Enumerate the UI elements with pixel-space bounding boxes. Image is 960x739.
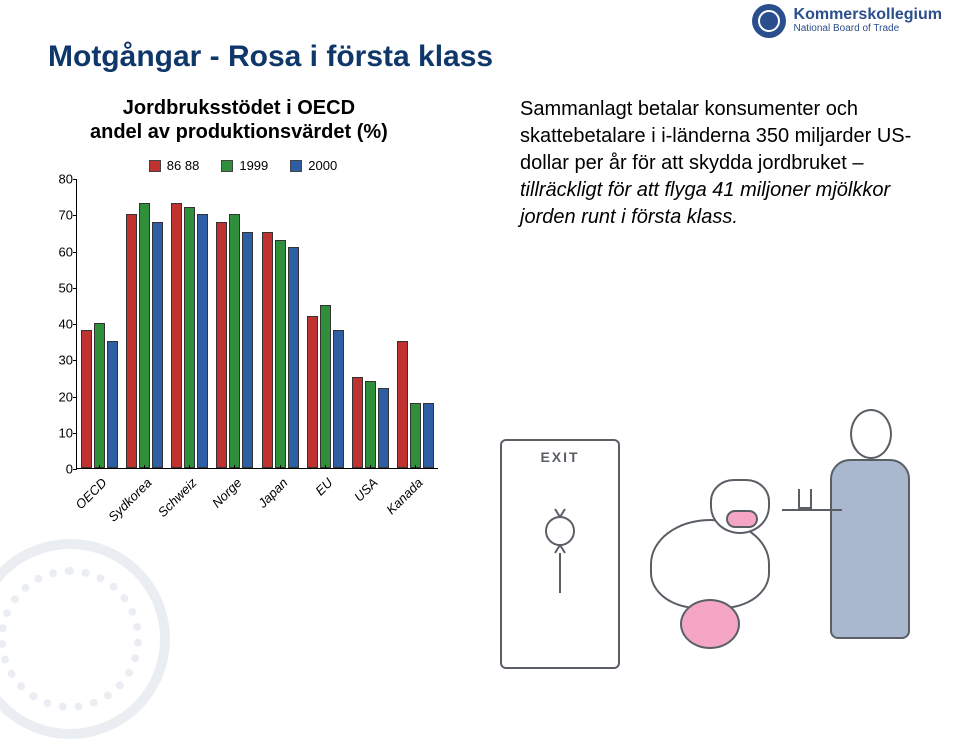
legend-swatch-icon (149, 160, 161, 172)
legend-item: 86 88 (149, 158, 200, 173)
chart-legend: 86 88 1999 2000 (48, 158, 438, 173)
logo-name: Kommerskollegium (794, 7, 942, 24)
bar (262, 232, 273, 468)
bar-group (393, 179, 438, 468)
bar (184, 207, 195, 468)
bar (423, 403, 434, 468)
bar-group (212, 179, 257, 468)
bar (242, 232, 253, 468)
x-tick-label: EU (312, 475, 335, 498)
legend-label: 2000 (308, 158, 337, 173)
y-tick-label: 50 (49, 280, 73, 295)
bar (275, 240, 286, 468)
x-tick: Japan (257, 469, 302, 529)
bar-group (167, 179, 212, 468)
bar (397, 341, 408, 468)
legend-label: 86 88 (167, 158, 200, 173)
x-tick: EU (302, 469, 347, 529)
bar (410, 403, 421, 468)
bar (288, 247, 299, 468)
bar (320, 305, 331, 468)
cow-icon (640, 479, 790, 659)
bar (333, 330, 344, 468)
bar-group (348, 179, 393, 468)
watermark (0, 539, 170, 739)
y-tick-label: 20 (49, 389, 73, 404)
chart-title: Jordbruksstödet i OECD andel av produkti… (90, 96, 388, 144)
x-tick: USA (348, 469, 393, 529)
body-italic: tillräckligt för att flyga 41 miljoner m… (520, 179, 890, 228)
chart-title-line2: andel av produktionsvärdet (%) (90, 120, 388, 144)
decorative-illustration: EXIT (500, 379, 920, 669)
bar (171, 203, 182, 468)
legend-swatch-icon (221, 160, 233, 172)
y-tick-label: 80 (49, 172, 73, 187)
body-plain: Sammanlagt betalar konsumenter och skatt… (520, 98, 911, 174)
x-tick: Norge (212, 469, 257, 529)
logo-mark-icon (752, 4, 786, 38)
chart-x-labels: OECDSydkoreaSchweizNorgeJapanEUUSAKanada (76, 469, 438, 529)
bar-group (258, 179, 303, 468)
bar (152, 222, 163, 469)
y-tick-label: 0 (49, 462, 73, 477)
org-logo: Kommerskollegium National Board of Trade (752, 4, 942, 38)
bar (81, 330, 92, 468)
flight-attendant-icon (810, 399, 920, 669)
chart-plot-area: 01020304050607080 (76, 179, 438, 469)
door-handle-icon (535, 501, 585, 601)
chart-title-line1: Jordbruksstödet i OECD (123, 97, 355, 119)
bar (139, 203, 150, 468)
y-tick-label: 10 (49, 425, 73, 440)
legend-item: 1999 (221, 158, 268, 173)
bar-group (122, 179, 167, 468)
bar (365, 381, 376, 468)
legend-swatch-icon (290, 160, 302, 172)
legend-item: 2000 (290, 158, 337, 173)
bar (107, 341, 118, 468)
bar (378, 388, 389, 468)
x-tick: Kanada (393, 469, 438, 529)
x-tick-label: USA (351, 475, 381, 505)
airplane-door-icon: EXIT (500, 439, 620, 669)
x-tick-label: Japan (255, 475, 291, 511)
exit-label: EXIT (502, 449, 618, 465)
body-paragraph: Sammanlagt betalar konsumenter och skatt… (520, 96, 930, 231)
chart-bar-groups (77, 179, 438, 468)
legend-label: 1999 (239, 158, 268, 173)
x-tick-label: OECD (72, 475, 109, 512)
y-tick-label: 40 (49, 317, 73, 332)
bar (94, 323, 105, 468)
y-tick-label: 70 (49, 208, 73, 223)
bar (197, 214, 208, 468)
bar (229, 214, 240, 468)
y-tick-label: 60 (49, 244, 73, 259)
y-tick-label: 30 (49, 353, 73, 368)
bar-chart: 86 8819992000 01020304050607080 OECDSydk… (48, 158, 438, 529)
bar (126, 214, 137, 468)
page-title: Motgångar - Rosa i första klass (48, 40, 493, 74)
bar (352, 377, 363, 468)
x-tick: Schweiz (167, 469, 212, 529)
x-tick: Sydkorea (121, 469, 166, 529)
logo-subtitle: National Board of Trade (794, 24, 942, 35)
x-tick-label: Norge (209, 475, 245, 511)
bar (307, 316, 318, 468)
bar (216, 222, 227, 469)
bar-group (303, 179, 348, 468)
bar-group (77, 179, 122, 468)
